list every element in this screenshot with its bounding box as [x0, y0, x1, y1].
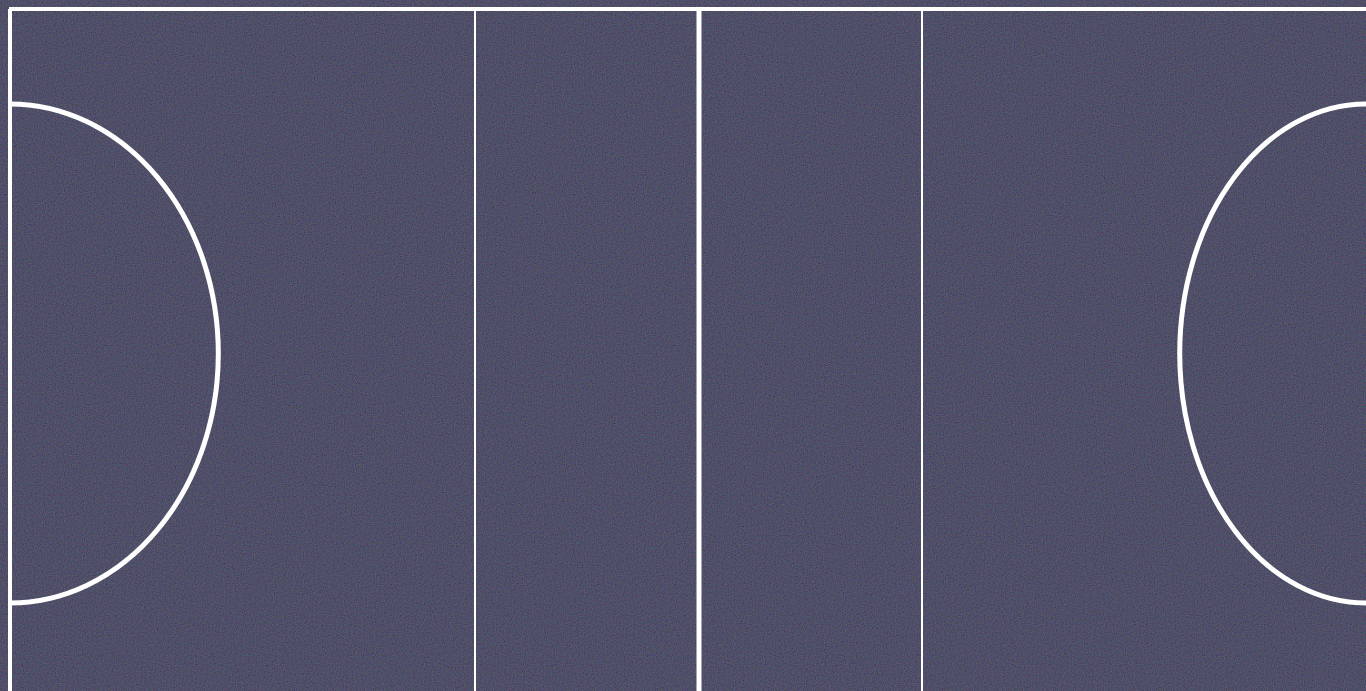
right-shooting-circle	[1177, 101, 1366, 606]
left-shooting-circle	[9, 101, 221, 606]
